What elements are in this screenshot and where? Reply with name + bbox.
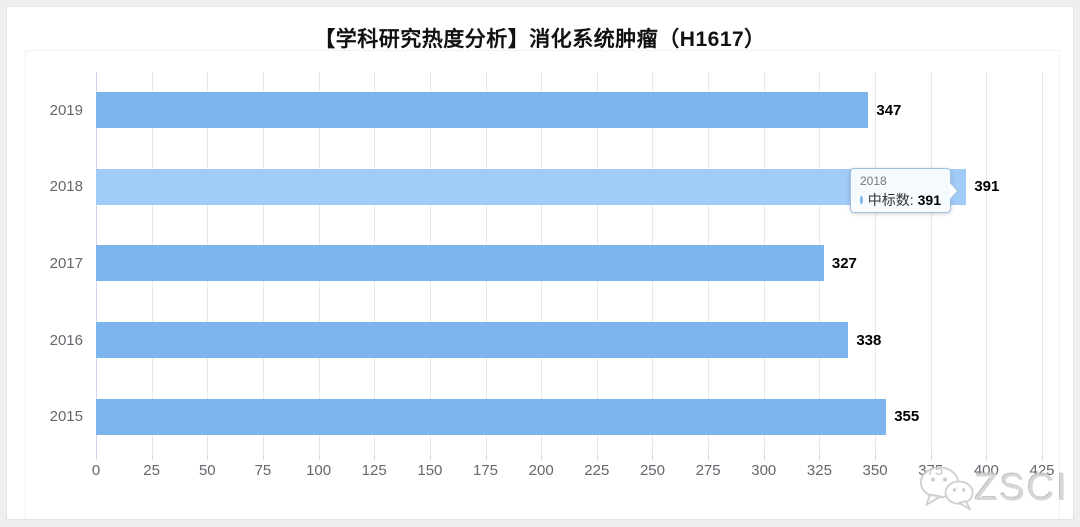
bar-row: 327: [96, 225, 1042, 302]
axis-tick: [986, 455, 988, 460]
bar-2017[interactable]: [96, 245, 824, 282]
x-axis-tick-label: 0: [91, 462, 101, 479]
axis-tick: [1042, 455, 1043, 460]
axis-tick: [151, 455, 153, 460]
tooltip-row: 中标数: 391: [860, 190, 941, 210]
y-axis-labels: 2019 2018 2017 2016 2015: [7, 72, 83, 455]
watermark: ZSCI: [918, 463, 1069, 513]
x-axis-tick-label: 100: [306, 462, 332, 479]
x-axis-labels: 0 25 50 75 100 125 150 175 200 225 250 275 300 325 350…: [92, 462, 1055, 480]
series-marker-dot-icon: [860, 196, 863, 204]
y-axis-category-label: 2016: [49, 331, 83, 349]
bar-2018[interactable]: [96, 168, 967, 205]
tooltip-arrow-fill: [949, 181, 957, 200]
bar-2019[interactable]: [96, 92, 869, 129]
tooltip-category: 2018: [860, 174, 887, 188]
tooltip-series-label: 中标数:: [867, 192, 914, 208]
axis-tick: [429, 455, 431, 460]
gridline: [875, 72, 877, 455]
axis-tick: [875, 455, 877, 460]
wechat-icon: [920, 466, 974, 511]
axis-tick: [207, 455, 209, 460]
x-axis-tick-label: 25: [143, 462, 160, 479]
watermark-text: ZSCI: [974, 466, 1069, 509]
value-label: 391: [974, 178, 1000, 196]
axis-tick: [318, 455, 320, 460]
x-axis-tick-label: 150: [417, 462, 443, 479]
x-axis-tick-label: 300: [751, 462, 777, 479]
chart-panel: [25, 50, 1060, 519]
value-label: 355: [894, 408, 920, 426]
bar-2016[interactable]: [96, 322, 849, 359]
axis-tick: [541, 455, 543, 460]
axis-tick: [819, 455, 821, 460]
bar-row: 355: [96, 378, 1042, 455]
x-axis-tick-label: 325: [806, 462, 832, 479]
x-axis-tick-label: 225: [584, 462, 610, 479]
axis-tick: [262, 455, 264, 460]
axis-tick: [374, 455, 376, 460]
axis-tick: [485, 455, 487, 460]
axis-tick: [652, 455, 654, 460]
x-axis-tick-label: 425: [1029, 462, 1055, 479]
x-axis-tick-label: 350: [862, 462, 888, 479]
gridline: [930, 72, 932, 455]
x-axis-tick-label: 175: [473, 462, 499, 479]
bar-row: 391: [96, 149, 1042, 226]
x-axis-tick-label: 75: [254, 462, 272, 479]
axis-tick: [96, 455, 97, 460]
x-axis-tick-label: 275: [695, 462, 721, 479]
gridline: [986, 72, 988, 455]
axis-tick: [763, 455, 765, 460]
x-axis-tick-label: 125: [361, 462, 387, 479]
bar-row: 338: [96, 302, 1042, 379]
axis-tick: [708, 455, 710, 460]
y-axis-category-label: 2015: [49, 408, 83, 426]
y-axis-category-label: 2019: [49, 101, 83, 119]
y-axis-category-label: 2018: [49, 178, 83, 196]
x-axis-tick-label: 400: [973, 462, 999, 479]
y-axis-category-label: 2017: [49, 254, 83, 272]
x-axis-tick-label: 200: [528, 462, 554, 479]
axis-tick: [596, 455, 598, 460]
plot-area: 347 391 327 338 355: [96, 72, 1043, 455]
axis-tick: [930, 455, 932, 460]
gridline: [1042, 72, 1043, 455]
tooltip-value: 391: [917, 192, 941, 208]
x-axis-tick-label: 250: [639, 462, 665, 479]
value-label: 327: [831, 254, 857, 272]
chart-card: 【学科研究热度分析】消化系统肿瘤（H1617） 2019 2018 2017 2016…: [6, 6, 1074, 520]
bar-2015[interactable]: [96, 398, 887, 435]
chart-title: 【学科研究热度分析】消化系统肿瘤（H1617）: [314, 28, 766, 51]
bar-row: 347: [96, 72, 1042, 149]
value-label: 338: [856, 331, 882, 349]
x-axis-ticks: [96, 455, 1043, 461]
x-axis-tick-label: 50: [198, 462, 216, 479]
bar-series: 347 391 327 338 355: [96, 72, 1042, 455]
tooltip: 2018 中标数: 391: [850, 168, 959, 213]
value-label: 347: [876, 101, 902, 119]
